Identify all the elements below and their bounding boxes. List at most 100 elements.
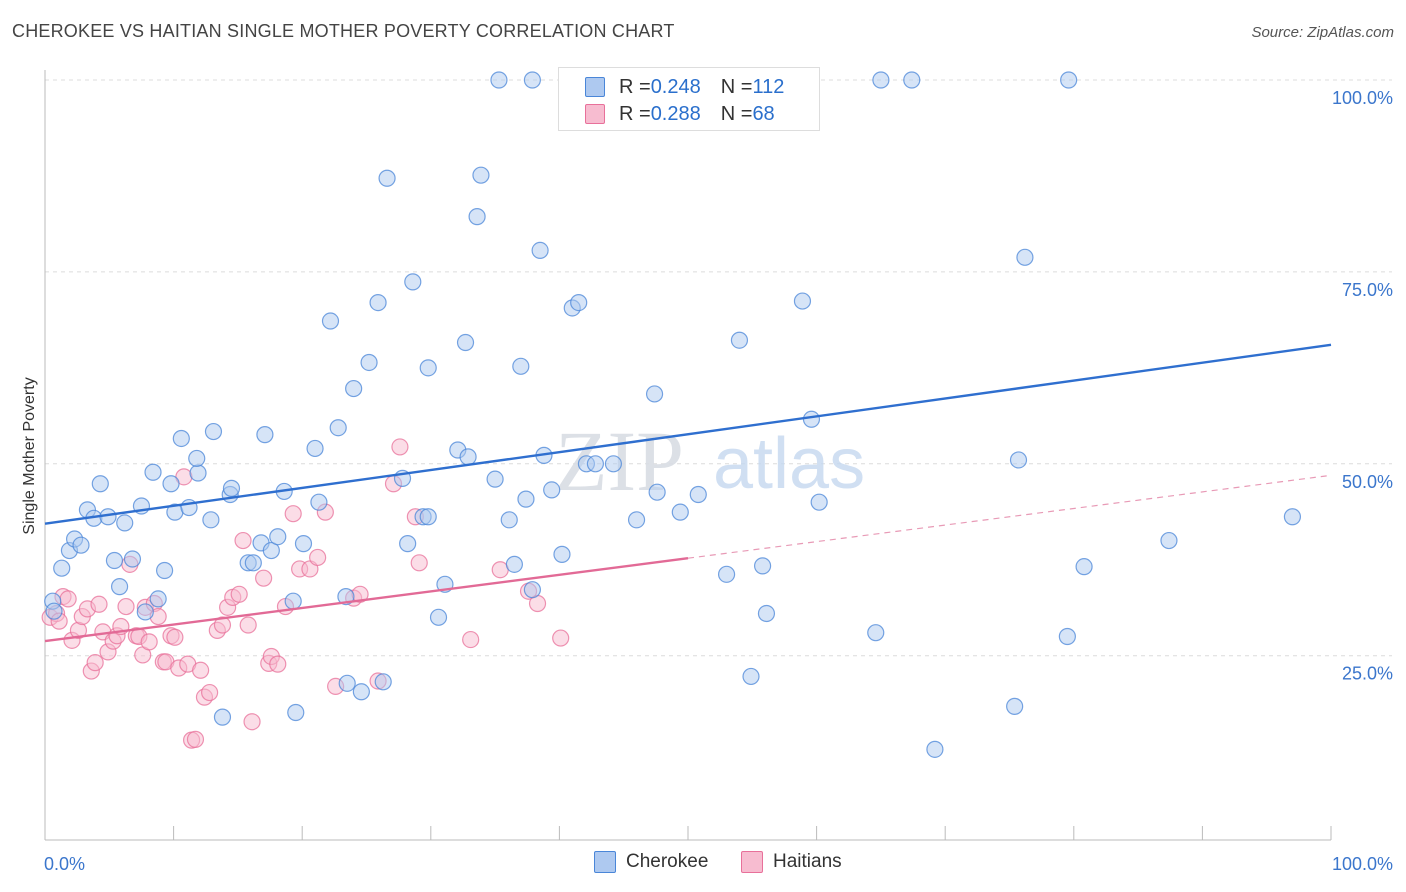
cherokee-point — [262, 541, 280, 560]
haitians-point — [213, 616, 232, 634]
legend-r-value: 0.248 — [650, 75, 701, 98]
cherokee-point — [486, 470, 504, 488]
cherokee-trend-line — [44, 343, 1332, 525]
cherokee-point — [604, 455, 623, 473]
cherokee-point — [419, 359, 437, 377]
y-axis-label: Single Mother Poverty — [21, 377, 38, 535]
cherokee-point — [648, 483, 666, 501]
cherokee-point — [903, 71, 921, 89]
cherokee-point — [553, 545, 571, 563]
cherokee-point — [352, 683, 370, 701]
haitians-point — [255, 569, 273, 587]
cherokee-point — [570, 294, 588, 312]
cherokee-point — [468, 208, 486, 226]
haitians-point — [230, 585, 248, 603]
cherokee-point — [1160, 531, 1178, 550]
haitians-point — [243, 713, 261, 731]
legend-r-label: R = — [619, 75, 651, 98]
cherokee-point — [338, 674, 356, 692]
cherokee-point — [512, 357, 530, 375]
cherokee-swatch — [585, 77, 605, 97]
cherokee-point — [284, 592, 302, 610]
cherokee-point — [872, 71, 890, 89]
cherokee-point — [306, 439, 324, 458]
haitians-point — [410, 554, 428, 572]
cherokee-point — [490, 71, 508, 89]
cherokee-point — [378, 169, 396, 187]
cherokee-point — [1058, 627, 1076, 646]
haitians-point — [117, 597, 135, 616]
cherokee-point — [329, 419, 347, 437]
cherokee-point — [586, 455, 605, 473]
cherokee-point — [105, 551, 124, 570]
cherokee-point — [269, 528, 287, 546]
legend-item-cherokee: Cherokee — [594, 851, 708, 873]
cherokee-point — [172, 429, 190, 448]
haitians-trend-line — [44, 557, 689, 643]
haitians-point — [391, 438, 409, 456]
cherokee-point — [689, 485, 707, 504]
cherokee-point — [802, 410, 821, 428]
cherokee-point — [926, 740, 944, 758]
series-legend: Cherokee Haitians — [0, 851, 1406, 879]
cherokee-point — [671, 503, 689, 521]
y-tick-label: 75.0% — [1342, 280, 1393, 300]
cherokee-point — [155, 561, 174, 580]
cherokee-point — [419, 508, 437, 526]
cherokee-point — [91, 475, 109, 493]
legend-n-label: N = — [720, 75, 753, 98]
cherokee-point — [294, 535, 313, 553]
haitians-point — [239, 616, 257, 634]
cherokee-point — [543, 481, 561, 499]
cherokee-point — [345, 379, 363, 398]
cherokee-point — [136, 603, 154, 621]
cherokee-point — [1283, 508, 1302, 526]
haitians-point — [309, 548, 327, 567]
haitians-point — [269, 655, 287, 673]
cherokee-point — [116, 514, 134, 532]
legend-haitians-label: Haitians — [773, 851, 842, 872]
source-label: Source: ZipAtlas.com — [1251, 24, 1394, 41]
cherokee-point — [404, 273, 422, 291]
cherokee-point — [523, 71, 541, 89]
haitians-point — [90, 595, 108, 613]
legend-n-label: N = — [720, 102, 753, 125]
legend-r-value: 0.288 — [650, 102, 701, 125]
tick-labels: 25.0% 50.0% 75.0% 100.0% 0.0% 100.0% — [44, 88, 1393, 874]
axes — [44, 70, 1332, 841]
cherokee-point — [189, 464, 207, 482]
haitians-point — [462, 630, 480, 649]
haitians-point — [140, 633, 158, 651]
cherokee-point — [456, 333, 475, 352]
cherokee-point — [717, 565, 736, 583]
cherokee-point — [244, 554, 262, 572]
cherokee-point — [429, 608, 448, 626]
haitians-point — [59, 590, 77, 608]
cherokee-point — [730, 331, 749, 349]
y-tick-label: 50.0% — [1342, 472, 1393, 492]
cherokee-point — [742, 667, 760, 686]
haitians-point — [201, 683, 219, 702]
cherokee-swatch — [594, 851, 616, 873]
cherokee-point — [459, 448, 477, 466]
haitians-point — [284, 505, 302, 523]
cherokee-point — [149, 590, 167, 608]
chart-title: CHEROKEE VS HAITIAN SINGLE MOTHER POVERT… — [12, 21, 675, 41]
cherokee-point — [72, 536, 90, 554]
cherokee-point — [793, 292, 812, 310]
legend-n-value: 112 — [752, 75, 785, 98]
y-tick-label: 25.0% — [1342, 664, 1393, 684]
cherokee-point — [523, 581, 541, 599]
cherokee-point — [1009, 451, 1028, 469]
x-tick-label: 100.0% — [1332, 854, 1393, 874]
y-tick-label: 100.0% — [1332, 88, 1393, 108]
cherokee-point — [1016, 248, 1034, 266]
cherokee-point — [202, 511, 220, 529]
haitians-point — [166, 628, 184, 646]
haitians-swatch — [741, 851, 763, 873]
legend-row-cherokee: R = 0.248 N = 112 — [585, 75, 784, 99]
legend-cherokee-label: Cherokee — [626, 851, 709, 872]
legend-item-haitians: Haitians — [741, 851, 842, 873]
legend-row-haitians: R = 0.288 N = 68 — [585, 102, 775, 126]
cherokee-point — [45, 602, 63, 620]
